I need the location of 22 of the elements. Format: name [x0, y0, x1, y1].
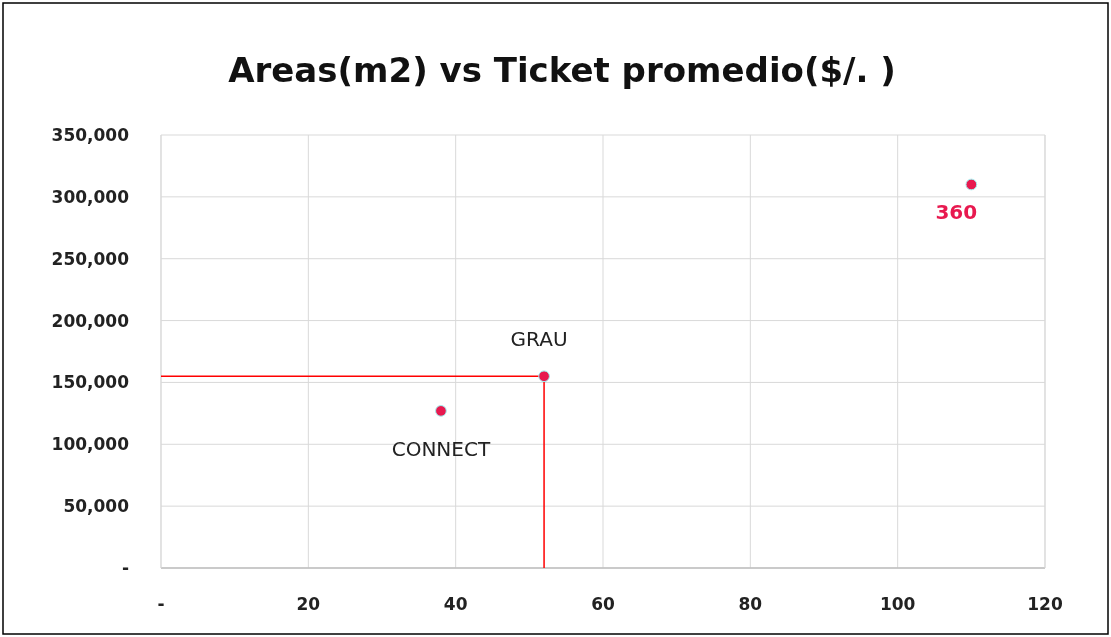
y-tick-label: 200,000 [51, 310, 130, 331]
x-tick-label: - [157, 594, 165, 614]
y-tick-label: 350,000 [51, 125, 130, 145]
y-tick-label: - [121, 558, 129, 578]
y-tick-label: 250,000 [51, 248, 130, 269]
annotation: CONNECT [391, 436, 491, 461]
y-tick-label: 300,000 [51, 186, 130, 207]
x-tick-label: 20 [296, 594, 321, 614]
annotation: 360 [935, 200, 978, 225]
x-tick-label: 120 [1027, 594, 1063, 614]
x-tick-label: 80 [738, 594, 763, 614]
point [435, 405, 447, 417]
y-tick-label: 100,000 [51, 434, 130, 455]
y-tick-label: 50,000 [63, 496, 130, 517]
chart-title: Areas(m2) vs Ticket promedio($/. ) [228, 50, 896, 90]
x-tick-label: 100 [879, 594, 916, 614]
x-tick-label: 60 [591, 594, 615, 614]
annotation: GRAU [510, 327, 568, 352]
x-tick-label: 40 [443, 594, 468, 614]
point [965, 178, 978, 191]
y-tick-label: 150,000 [51, 372, 130, 393]
point [538, 370, 550, 383]
